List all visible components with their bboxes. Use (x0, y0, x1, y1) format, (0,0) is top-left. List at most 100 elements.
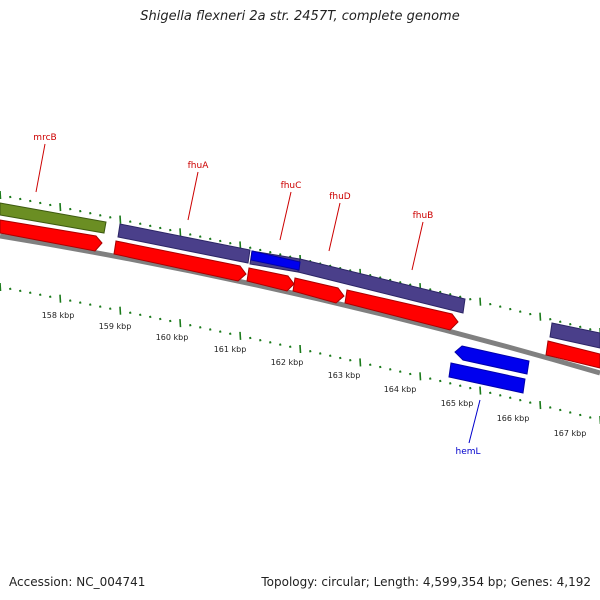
backbone-line (0, 233, 600, 376)
major-tick (479, 386, 482, 395)
gene-bar-mrcB[interactable] (0, 202, 107, 234)
minor-tick (159, 317, 162, 321)
inner-tick-track (0, 282, 600, 425)
forward-gene-track (0, 202, 600, 349)
minor-tick (229, 332, 232, 335)
gene-label-fhuB[interactable]: fhuB (413, 211, 434, 221)
major-tick (59, 203, 62, 212)
minor-tick (439, 379, 442, 383)
gene-highlight-fhuC[interactable] (250, 250, 301, 271)
minor-tick (519, 310, 522, 313)
minor-tick (199, 326, 202, 329)
minor-tick (109, 216, 112, 219)
leader-fhuB (411, 221, 424, 271)
leader-hemL (468, 399, 481, 444)
cds-arrow-next[interactable] (545, 340, 600, 369)
major-tick (59, 294, 62, 303)
gene-label-fhuD[interactable]: fhuD (329, 192, 351, 202)
minor-tick (569, 411, 572, 414)
scale-label: 167 kbp (554, 429, 587, 438)
scale-label: 159 kbp (99, 322, 132, 331)
major-tick (179, 228, 182, 237)
minor-tick (99, 305, 102, 308)
minor-tick (589, 328, 592, 331)
minor-tick (139, 222, 142, 225)
gene-label-fhuA[interactable]: fhuA (188, 161, 210, 171)
minor-tick (399, 370, 402, 373)
reverse-gene-track (448, 345, 530, 394)
leader-fhuC (279, 191, 292, 241)
minor-tick (79, 301, 82, 304)
minor-tick (529, 401, 532, 404)
minor-tick (189, 323, 192, 327)
minor-tick (29, 199, 32, 203)
minor-tick (559, 320, 562, 323)
minor-tick (389, 368, 392, 371)
minor-tick (229, 242, 232, 245)
cds-arrow-mrcB[interactable] (0, 219, 103, 252)
cds-arrow-fhuD[interactable] (292, 277, 345, 304)
minor-tick (329, 354, 332, 357)
gene-bar-next[interactable] (549, 322, 600, 349)
minor-tick (69, 299, 72, 302)
gene-arrow-hemL-upper[interactable] (454, 345, 530, 375)
minor-tick (499, 305, 502, 308)
map-title: Shigella flexneri 2a str. 2457T, complet… (140, 9, 460, 24)
minor-tick (369, 363, 372, 367)
minor-tick (259, 338, 262, 342)
minor-tick (39, 293, 42, 296)
minor-tick (449, 382, 452, 385)
minor-tick (9, 195, 12, 199)
minor-tick (249, 246, 252, 249)
major-tick (119, 215, 122, 224)
cds-arrow-fhuB[interactable] (344, 289, 459, 331)
scale-label: 161 kbp (214, 345, 247, 354)
minor-tick (259, 248, 262, 252)
minor-tick (169, 228, 172, 232)
minor-tick (549, 406, 552, 409)
major-tick (119, 306, 122, 315)
minor-tick (209, 237, 212, 241)
minor-tick (519, 398, 522, 402)
scale-label: 165 kbp (441, 399, 474, 408)
major-tick (179, 319, 182, 328)
gene-bar-fhuA[interactable] (117, 223, 251, 264)
minor-tick (429, 377, 432, 380)
minor-tick (209, 328, 212, 331)
minor-tick (589, 416, 592, 419)
minor-tick (579, 413, 582, 417)
scale-label: 160 kbp (156, 333, 189, 342)
scale-label: 163 kbp (328, 371, 361, 380)
minor-tick (489, 391, 492, 395)
minor-tick (109, 307, 112, 310)
leader-fhuA (187, 171, 199, 221)
minor-tick (279, 343, 282, 346)
minor-tick (89, 303, 92, 306)
major-tick (0, 282, 2, 292)
minor-tick (549, 317, 552, 321)
major-tick (239, 331, 242, 340)
minor-tick (189, 233, 192, 236)
major-tick (479, 297, 482, 306)
cds-arrow-fhuA[interactable] (113, 240, 247, 282)
minor-tick (149, 315, 152, 319)
major-tick (299, 344, 302, 354)
gene-label-hemL[interactable]: hemL (455, 447, 480, 457)
cds-track (0, 219, 600, 369)
minor-tick (319, 352, 322, 355)
major-tick (539, 401, 542, 410)
cds-arrow-fhuC[interactable] (246, 267, 295, 292)
minor-tick (269, 341, 272, 344)
minor-tick (379, 365, 382, 369)
minor-tick (49, 295, 52, 298)
minor-tick (149, 224, 152, 228)
scale-labels: 158 kbp 159 kbp 160 kbp 161 kbp 162 kbp … (42, 311, 587, 438)
minor-tick (249, 336, 252, 340)
minor-tick (49, 203, 52, 207)
gene-bar-hemL-lower[interactable] (448, 362, 526, 394)
minor-tick (129, 311, 132, 315)
gene-label-fhuC[interactable]: fhuC (281, 181, 302, 191)
gene-label-mrcB[interactable]: mrcB (33, 133, 56, 143)
leader-fhuD (328, 202, 341, 252)
